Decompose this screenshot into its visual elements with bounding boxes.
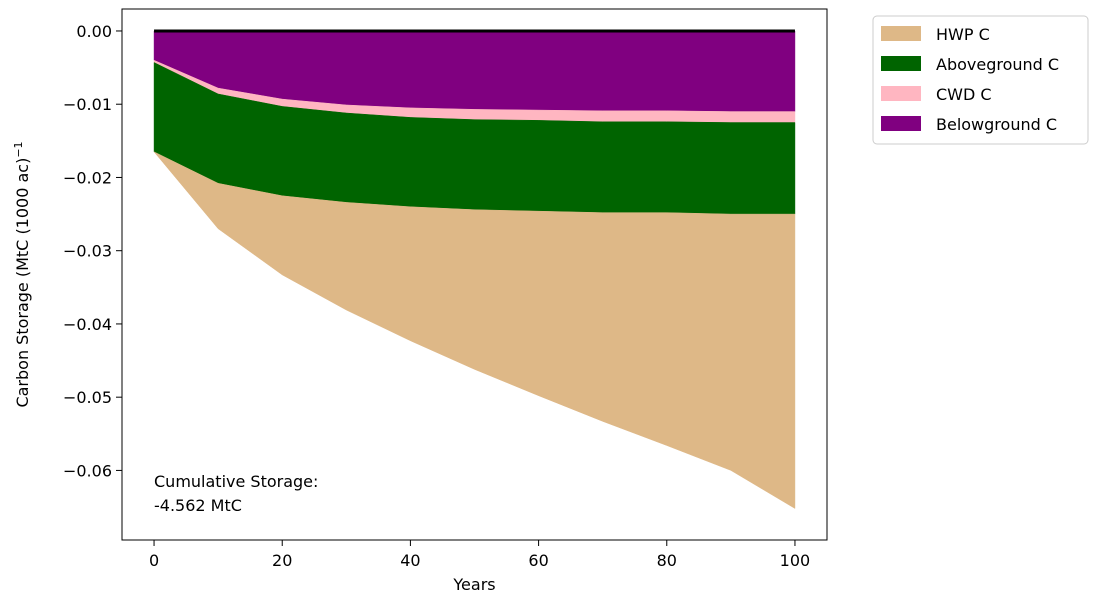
cumulative-storage-annotation: Cumulative Storage: -4.562 MtC (154, 472, 318, 515)
legend-swatch-hwp-c (881, 26, 921, 41)
y-tick-label: 0.00 (76, 22, 112, 41)
legend-swatch-aboveground-c (881, 56, 921, 71)
legend-label-hwp-c: HWP C (936, 25, 990, 44)
y-tick-label: −0.01 (63, 95, 112, 114)
x-axis-label: Years (452, 575, 495, 594)
y-tick-label: −0.05 (63, 388, 112, 407)
y-axis-ticks: 0.00 −0.01 −0.02 −0.03 −0.04 −0.05 −0.06 (63, 22, 122, 480)
x-tick-label: 100 (780, 551, 811, 570)
legend-swatch-belowground-c (881, 116, 921, 131)
x-tick-label: 40 (400, 551, 420, 570)
y-tick-label: −0.03 (63, 242, 112, 261)
legend-label-aboveground-c: Aboveground C (936, 55, 1059, 74)
legend-label-belowground-c: Belowground C (936, 115, 1057, 134)
annotation-line-2: -4.562 MtC (154, 496, 242, 515)
plot-frame (121, 8, 828, 541)
y-tick-label: −0.06 (63, 461, 112, 480)
annotation-line-1: Cumulative Storage: (154, 472, 318, 491)
y-axis-label: Carbon Storage (MtC (1000 ac)−1 (12, 141, 32, 407)
legend-swatch-cwd-c (881, 86, 921, 101)
legend-frame (872, 15, 1089, 145)
legend-label-cwd-c: CWD C (936, 85, 992, 104)
y-axis-label-superscript: −1 (12, 141, 25, 157)
y-axis-label-main: Carbon Storage (MtC (1000 ac) (13, 158, 32, 408)
area-series-group (153, 30, 796, 509)
y-tick-label: −0.02 (63, 168, 112, 187)
x-tick-label: 20 (272, 551, 292, 570)
x-tick-label: 60 (528, 551, 548, 570)
legend: HWP C Aboveground C CWD C Belowground C (872, 15, 1089, 145)
x-tick-label: 80 (657, 551, 677, 570)
y-tick-label: −0.04 (63, 315, 112, 334)
x-axis-ticks: 0 20 40 60 80 100 (149, 540, 810, 570)
area-hwp-c (153, 151, 796, 509)
x-tick-label: 0 (149, 551, 159, 570)
